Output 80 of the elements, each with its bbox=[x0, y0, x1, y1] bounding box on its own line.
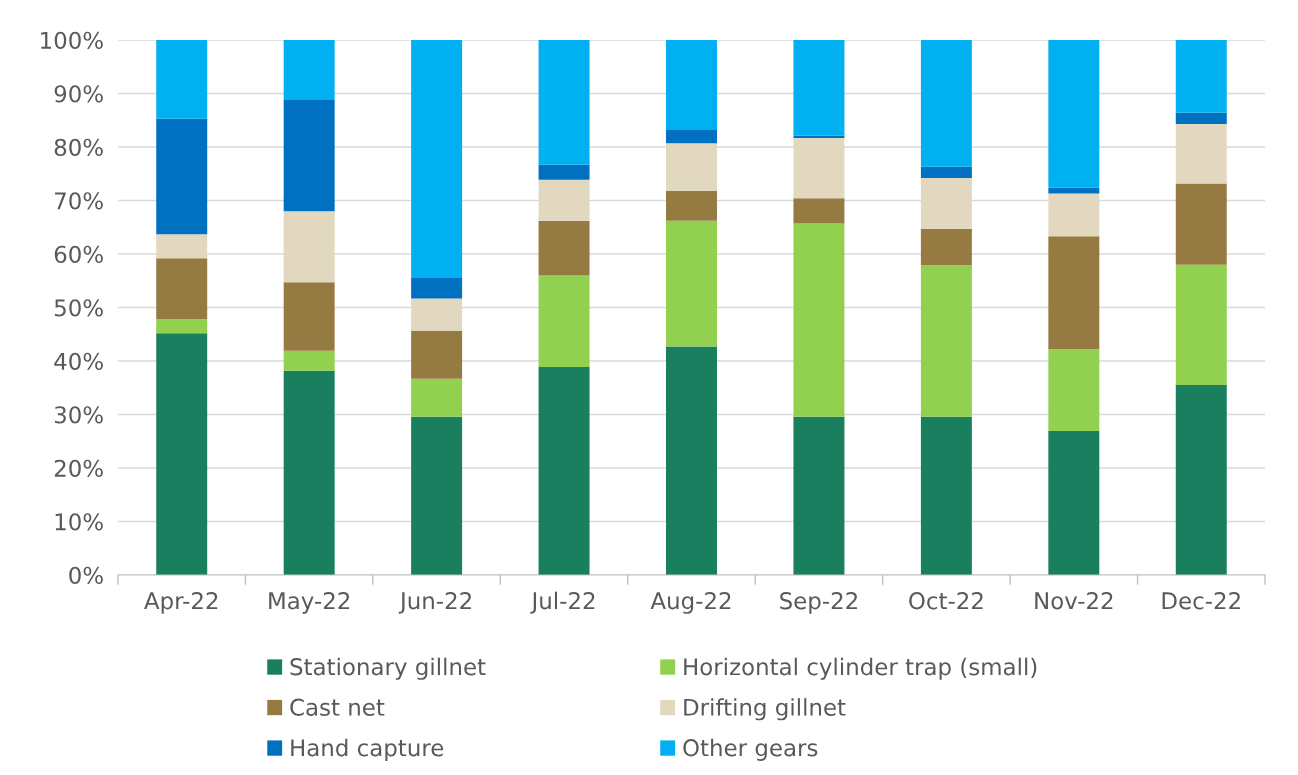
bar bbox=[283, 370, 335, 575]
y-tick-label: 20% bbox=[54, 459, 103, 478]
bar bbox=[793, 416, 845, 575]
legend-label: Drifting gillnet bbox=[684, 698, 846, 721]
bar bbox=[666, 220, 717, 347]
x-tick-label: Jun-22 bbox=[398, 592, 471, 614]
legend-label: Cast net bbox=[290, 698, 385, 716]
x-tick-label: Jul-22 bbox=[530, 591, 595, 614]
x-tick-label: Apr-22 bbox=[144, 592, 218, 614]
bar bbox=[666, 143, 717, 191]
y-tick-label: 30% bbox=[54, 406, 103, 424]
bar bbox=[920, 228, 972, 266]
bar bbox=[666, 346, 717, 575]
bar bbox=[538, 366, 590, 575]
bar bbox=[1048, 431, 1100, 575]
bar bbox=[411, 40, 463, 279]
x-tick-label: Aug-22 bbox=[650, 592, 731, 614]
bar bbox=[666, 190, 717, 221]
bar bbox=[920, 416, 972, 575]
bar bbox=[920, 40, 972, 167]
y-tick-label: 40% bbox=[54, 352, 103, 371]
legend-label: Other gears bbox=[683, 738, 818, 761]
x-tick-label: Oct-22 bbox=[909, 592, 983, 610]
bar bbox=[1175, 264, 1227, 386]
bar bbox=[156, 40, 208, 119]
y-tick-label: 0% bbox=[69, 566, 103, 585]
x-tick-label: Sep-22 bbox=[780, 592, 857, 614]
bar bbox=[283, 350, 335, 371]
bar bbox=[538, 164, 590, 180]
bar bbox=[793, 135, 845, 138]
bar bbox=[1048, 40, 1100, 188]
legend-label: Hand capture bbox=[291, 738, 444, 761]
y-tick-label: 90% bbox=[54, 85, 103, 103]
bar bbox=[920, 166, 972, 179]
bar bbox=[793, 40, 845, 136]
x-tick-label: May-22 bbox=[269, 592, 350, 614]
bar bbox=[1048, 236, 1100, 350]
bar bbox=[538, 179, 590, 221]
bar bbox=[666, 40, 717, 130]
bar bbox=[411, 278, 463, 299]
bar bbox=[920, 265, 972, 417]
bar bbox=[411, 378, 463, 417]
x-tick-label: Dec-22 bbox=[1162, 592, 1240, 610]
y-tick-label: 50% bbox=[54, 299, 103, 317]
bar bbox=[283, 211, 335, 283]
bar bbox=[156, 333, 208, 575]
bar bbox=[538, 40, 590, 165]
bar bbox=[666, 129, 717, 144]
legend-label: Stationary gillnet bbox=[290, 657, 486, 680]
y-tick-label: 70% bbox=[55, 192, 103, 210]
bar bbox=[283, 99, 335, 212]
bar bbox=[411, 298, 463, 332]
y-tick-label: 100% bbox=[41, 31, 103, 50]
bar bbox=[411, 416, 463, 575]
bar bbox=[156, 234, 208, 259]
x-tick-label: Nov-22 bbox=[1035, 592, 1113, 610]
bar bbox=[283, 40, 335, 100]
y-tick-label: 80% bbox=[54, 138, 103, 157]
y-tick-label: 60% bbox=[54, 245, 103, 264]
bar bbox=[1175, 112, 1227, 124]
legend-label: Horizontal cylinder trap (small) bbox=[684, 657, 1037, 680]
bar bbox=[1048, 187, 1100, 194]
bar bbox=[1175, 183, 1227, 265]
bar bbox=[1048, 193, 1100, 237]
y-tick-label: 10% bbox=[55, 513, 103, 531]
bar bbox=[793, 223, 845, 417]
bar bbox=[1175, 385, 1227, 575]
bar bbox=[538, 275, 590, 367]
bar bbox=[1048, 349, 1100, 432]
bar bbox=[411, 331, 463, 379]
bar bbox=[156, 118, 208, 235]
bar bbox=[156, 258, 208, 320]
bar bbox=[793, 198, 845, 224]
bar bbox=[1175, 40, 1227, 113]
bar bbox=[793, 137, 845, 199]
bar bbox=[920, 178, 972, 229]
bar bbox=[1175, 123, 1227, 184]
bar bbox=[283, 282, 335, 351]
bar bbox=[538, 220, 590, 276]
bar bbox=[156, 319, 208, 334]
